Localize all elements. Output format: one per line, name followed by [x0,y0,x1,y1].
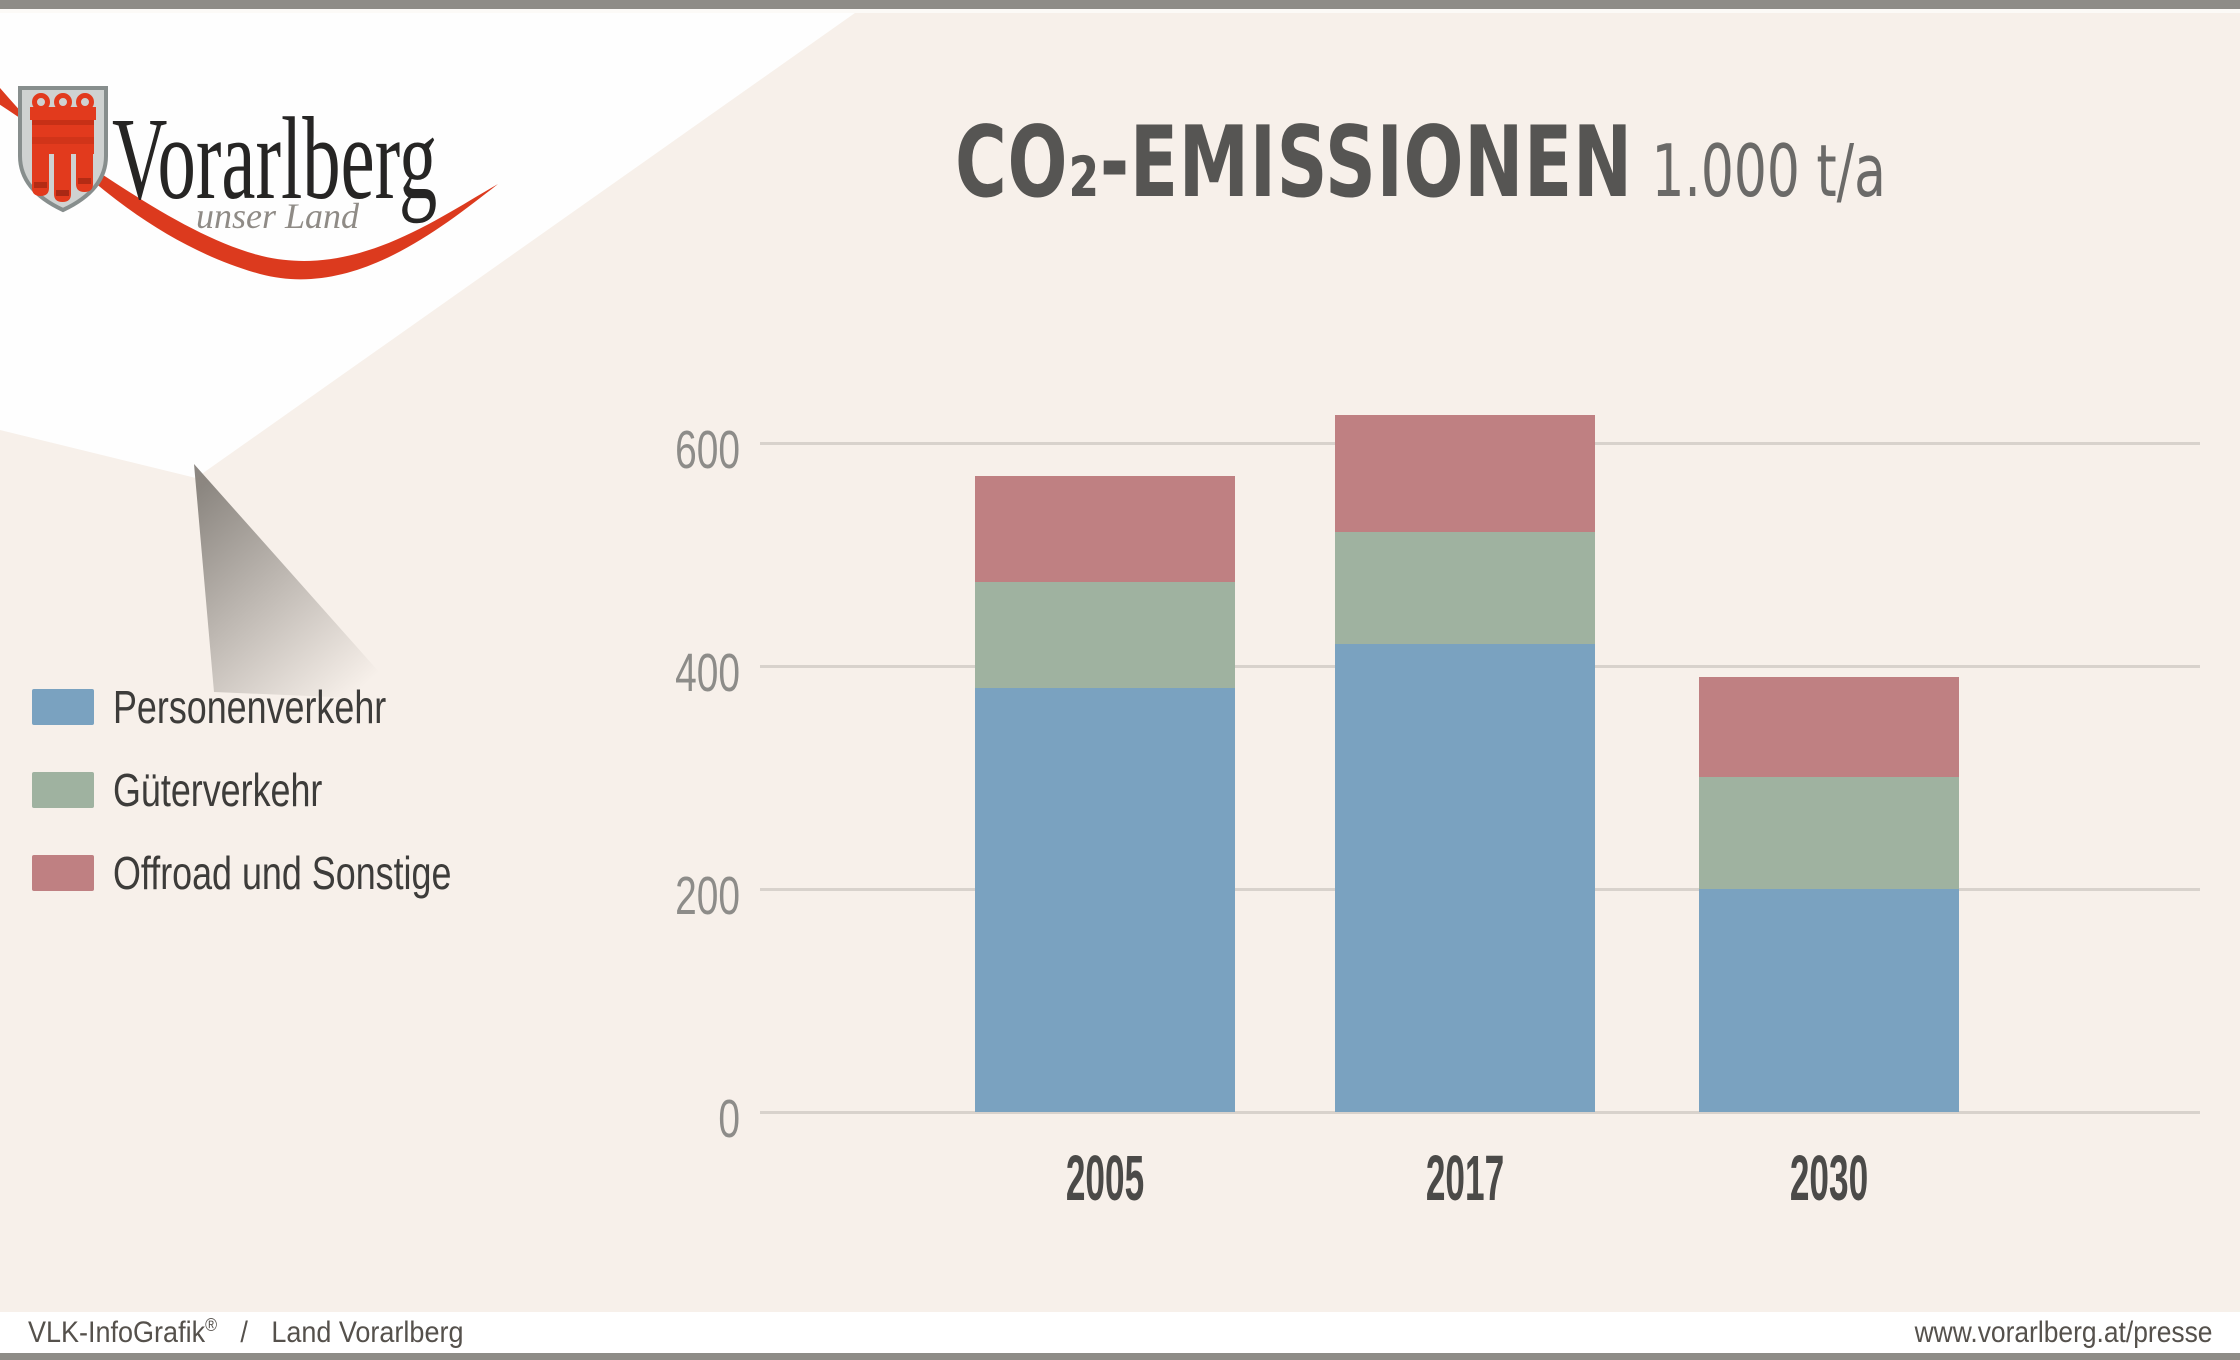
bar-segment-2030 [1699,677,1959,778]
top-frame-highlight [0,9,2240,13]
legend-item: Offroad und Sonstige [32,850,547,896]
top-frame-bar [0,0,2240,9]
vorarlberg-coat-of-arms [18,86,108,213]
bottom-frame-bar [0,1353,2240,1360]
y-axis-tick-label: 400 [675,643,740,703]
footer-url: www.vorarlberg.at/presse [1914,1315,2212,1349]
x-axis-tick-label: 2005 [1065,1142,1145,1214]
bar-segment-2005 [975,688,1235,1112]
bar-segment-2017 [1335,532,1595,644]
registered-mark: ® [205,1315,218,1335]
bar-segment-2017 [1335,415,1595,533]
legend-label: Personenverkehr [113,681,387,733]
x-axis-tick-label: 2017 [1425,1142,1505,1214]
x-axis-tick-label: 2030 [1789,1142,1869,1214]
footer: VLK-InfoGrafik® / Land Vorarlberg www.vora… [0,1312,2240,1353]
bar-2005 [975,476,1235,1112]
legend-label: Güterverkehr [113,764,323,816]
bar-segment-2005 [975,476,1235,583]
footer-credit: VLK-InfoGrafik® / Land Vorarlberg [28,1315,463,1350]
y-axis-tick-label: 200 [675,866,740,926]
logo-region-name: Vorarlberg [112,93,438,224]
legend-item: Güterverkehr [32,767,381,813]
chart-unit-label: 1.000 t/a [1650,129,1886,213]
bar-segment-2005 [975,582,1235,689]
bar-segment-2030 [1699,888,1959,1112]
bar-2017 [1335,415,1595,1112]
footer-separator: / [240,1316,248,1349]
legend-swatch [32,689,94,725]
logo-tagline: unser Land [196,196,360,236]
legend-item: Personenverkehr [32,684,463,730]
gridline-0 [760,1110,2200,1114]
footer-organisation: Land Vorarlberg [271,1316,464,1349]
bar-2030 [1699,677,1959,1112]
legend-swatch [32,772,94,808]
legend-label: Offroad und Sonstige [113,847,452,899]
bar-segment-2030 [1699,777,1959,889]
footer-credit-name: VLK-InfoGrafik [28,1316,206,1349]
y-axis-tick-label: 600 [675,420,740,480]
chart-header: CO₂-EMISSIONEN 1.000 t/a [600,100,2240,227]
y-axis-tick-label: 0 [718,1089,740,1149]
chart-title: CO₂-EMISSIONEN [954,106,1633,220]
bar-segment-2017 [1335,643,1595,1112]
legend-swatch [32,855,94,891]
